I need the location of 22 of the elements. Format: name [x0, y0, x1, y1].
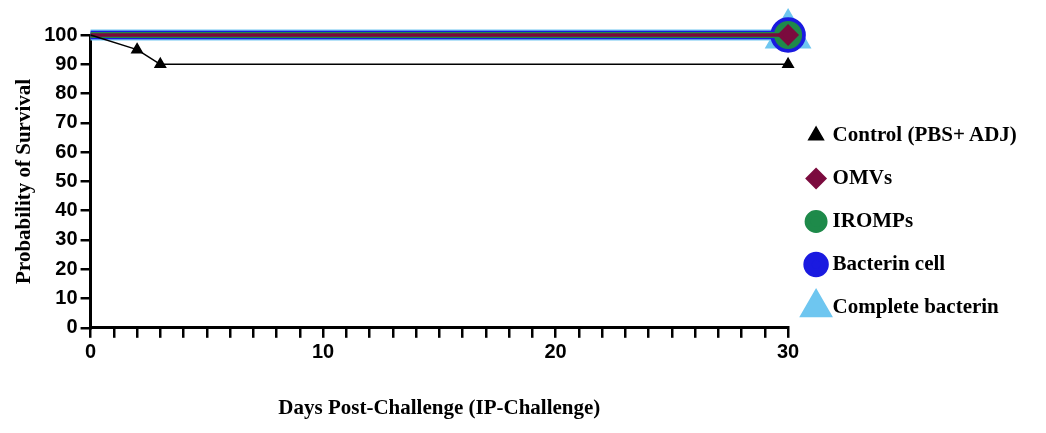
y-tick-label: 30: [55, 227, 78, 250]
x-tick-label: 20: [544, 340, 567, 363]
x-tick-label: 30: [776, 340, 800, 363]
y-tick-label: 40: [55, 198, 78, 221]
legend-label: IROMPs: [832, 207, 914, 232]
legend-label: OMVs: [832, 164, 893, 189]
y-tick-label: 70: [55, 110, 78, 133]
y-tick-label: 10: [55, 286, 78, 309]
y-tick-label: 100: [44, 22, 78, 45]
y-tick-label: 60: [55, 139, 78, 162]
x-axis-title: Days Post-Challenge (IP-Challenge): [278, 394, 601, 419]
x-tick-label: 0: [85, 340, 97, 363]
y-axis-title: Probability of Survival: [11, 78, 36, 284]
legend-label: Complete bacterin: [832, 293, 1000, 318]
y-tick-label: 0: [66, 315, 78, 338]
y-tick-label: 90: [55, 51, 78, 74]
y-tick-label: 80: [55, 81, 78, 104]
legend-label: Control (PBS+ ADJ): [832, 121, 1017, 146]
y-tick-label: 50: [55, 168, 78, 191]
x-tick-label: 10: [311, 340, 335, 363]
y-tick-label: 20: [55, 256, 78, 279]
legend-label: Bacterin cell: [832, 250, 946, 275]
